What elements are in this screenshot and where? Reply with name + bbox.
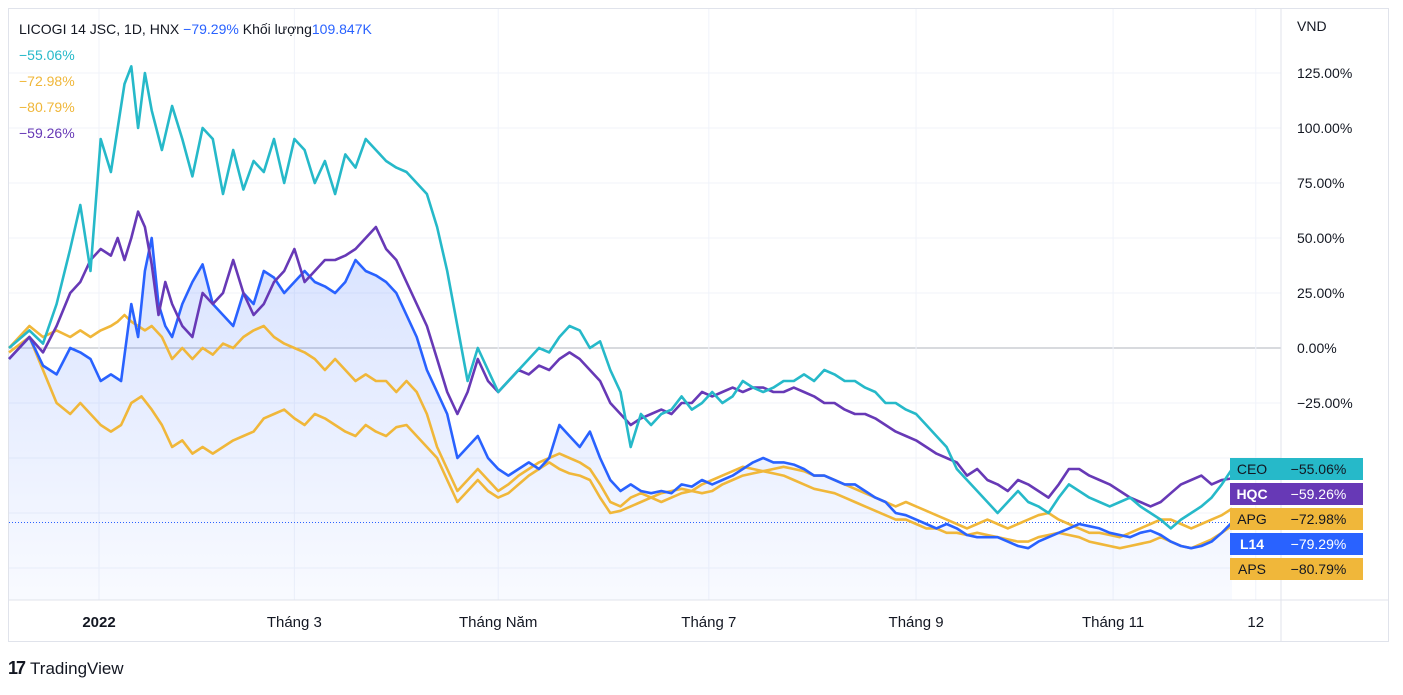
x-tick-label: Tháng 11: [1082, 614, 1144, 631]
price-label-aps: APS −80.79%: [1230, 558, 1363, 581]
price-label-symbol: CEO: [1230, 458, 1274, 481]
x-tick-label: Tháng 9: [889, 614, 944, 631]
y-axis-unit: VND: [1297, 18, 1327, 34]
y-tick-label: 0.00%: [1297, 340, 1337, 356]
y-tick-label: 50.00%: [1297, 230, 1344, 246]
price-label-symbol: HQC: [1230, 483, 1274, 506]
compare-value: −55.06%: [19, 47, 75, 63]
price-label-symbol: L14: [1230, 533, 1274, 556]
brand-name: TradingView: [30, 658, 124, 678]
price-label-symbol: APS: [1230, 558, 1274, 581]
area-fills: [9, 238, 1281, 600]
price-label-ceo: CEO −55.06%: [1230, 458, 1363, 481]
symbol-title[interactable]: LICOGI 14 JSC, 1D, HNX: [19, 21, 180, 37]
y-tick-label: −25.00%: [1297, 395, 1353, 411]
price-label-value: −79.29%: [1274, 533, 1363, 556]
series-line-ceo: [8, 65, 1234, 530]
series-line-apg: [8, 313, 1233, 539]
series-line-aps: [8, 335, 1233, 550]
price-label-value: −59.26%: [1274, 483, 1363, 506]
price-label-hqc: HQC −59.26%: [1230, 483, 1363, 506]
price-label-symbol: APG: [1230, 508, 1274, 531]
y-tick-label: 25.00%: [1297, 285, 1344, 301]
x-tick-label: 12: [1247, 614, 1264, 631]
price-label-value: −80.79%: [1274, 558, 1363, 581]
chart-legend: LICOGI 14 JSC, 1D, HNX −79.29% Khối lượn…: [19, 20, 372, 150]
compare-value: −59.26%: [19, 125, 75, 141]
y-tick-label: 75.00%: [1297, 175, 1344, 191]
tradingview-branding[interactable]: 17 TradingView: [8, 658, 124, 679]
x-tick-label: Tháng 7: [681, 614, 736, 631]
volume-label: Khối lượng: [242, 21, 312, 37]
compare-value: −80.79%: [19, 99, 75, 115]
x-axis-ticks: 2022 Tháng 3 Tháng Năm Tháng 7 Tháng 9 Tháng …: [82, 614, 1264, 631]
y-tick-label: 125.00%: [1297, 65, 1352, 81]
x-tick-label: 2022: [82, 614, 115, 631]
series-area-l14: [9, 238, 1232, 600]
symbol-change: −79.29%: [183, 21, 239, 37]
tradingview-logo-icon: 17: [8, 658, 26, 678]
compare-value: −72.98%: [19, 73, 75, 89]
price-label-value: −55.06%: [1274, 458, 1363, 481]
volume-value: 109.847K: [311, 21, 372, 37]
price-label-apg: APG −72.98%: [1230, 508, 1363, 531]
series-lines: [8, 65, 1234, 550]
x-tick-label: Tháng 3: [267, 614, 322, 631]
x-tick-label: Tháng Năm: [459, 614, 537, 631]
price-label-l14: L14 −79.29%: [1230, 533, 1363, 556]
series-line-hqc: [8, 210, 1233, 508]
y-tick-label: 100.00%: [1297, 120, 1352, 136]
price-label-value: −72.98%: [1274, 508, 1363, 531]
legend-main-row: LICOGI 14 JSC, 1D, HNX −79.29% Khối lượn…: [19, 20, 372, 46]
